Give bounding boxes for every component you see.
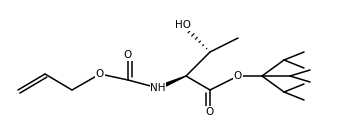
Text: O: O (206, 107, 214, 117)
Text: HO: HO (175, 20, 191, 30)
Text: NH: NH (150, 83, 166, 93)
Polygon shape (157, 76, 186, 90)
Text: O: O (96, 69, 104, 79)
Text: O: O (234, 71, 242, 81)
Text: O: O (124, 50, 132, 60)
